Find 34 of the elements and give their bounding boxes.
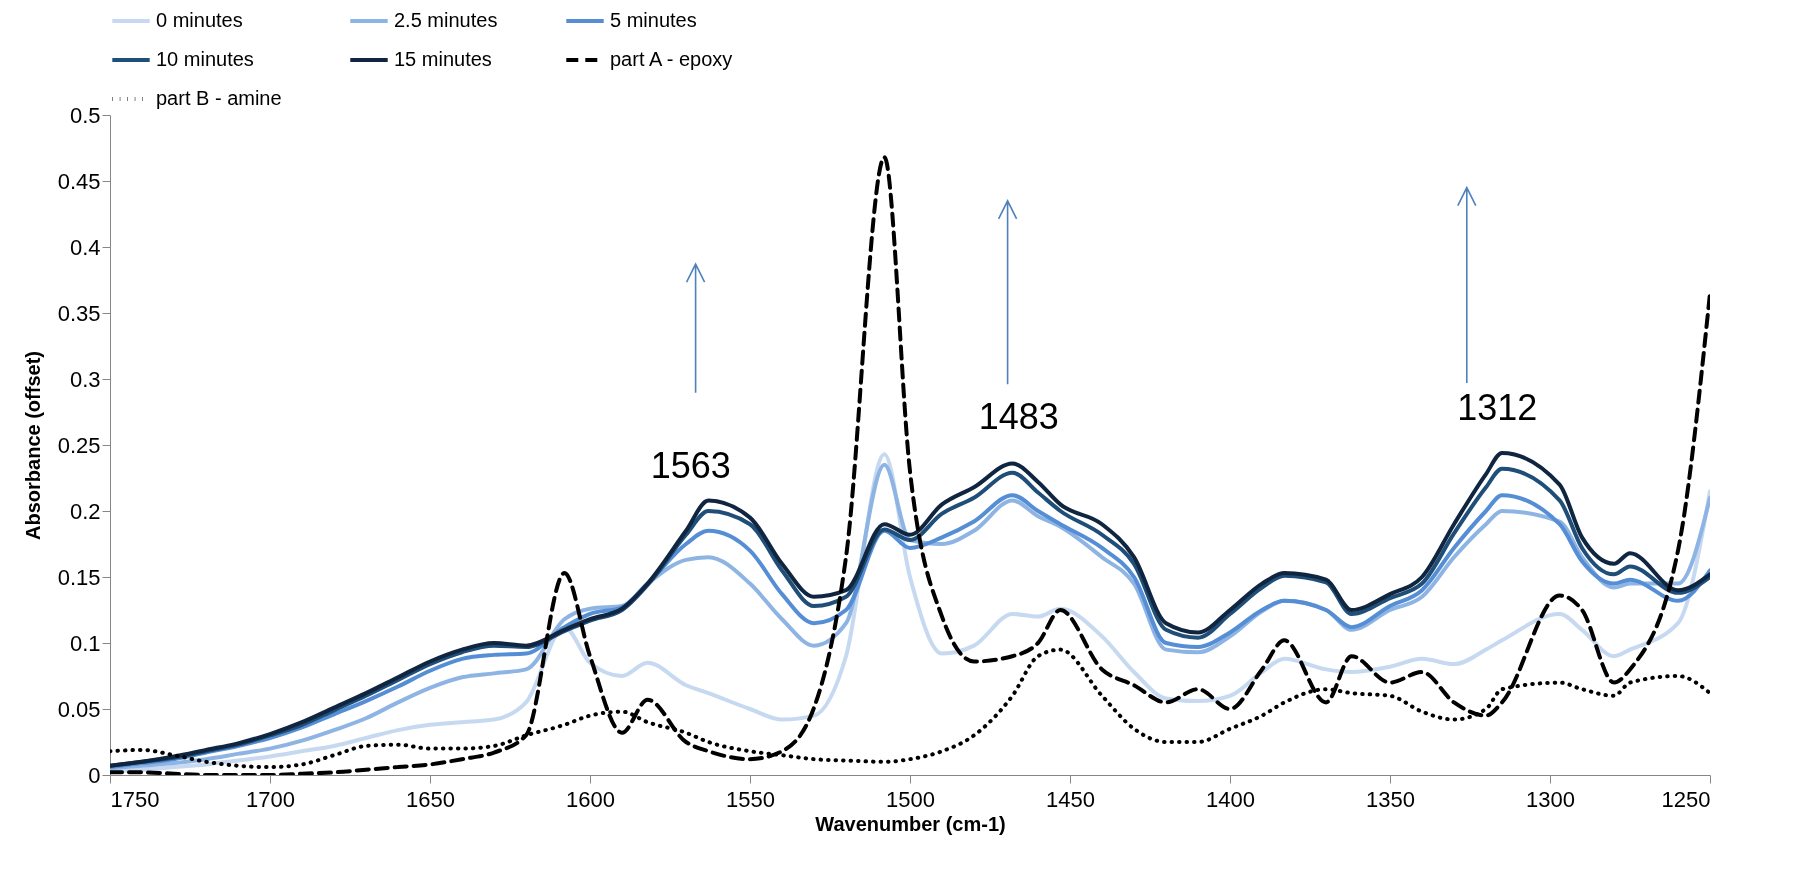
x-tick-label: 1450 (1046, 786, 1095, 812)
x-tick-label: 1550 (726, 786, 775, 812)
legend-label: 2.5 minutes (394, 9, 498, 31)
y-tick-label: 0.3 (69, 366, 101, 392)
x-tick-label: 1600 (566, 786, 615, 812)
legend-label: 5 minutes (610, 9, 697, 31)
y-tick-label: 0.2 (69, 498, 101, 524)
legend-label: 15 minutes (394, 48, 492, 70)
x-tick-label: 1750 (110, 786, 160, 812)
x-tick-label: 1500 (886, 786, 935, 812)
y-tick-label: 0.5 (69, 102, 101, 128)
y-tick-label: 0.35 (57, 300, 101, 326)
y-tick-label: 0.05 (57, 696, 101, 722)
x-tick-label: 1700 (246, 786, 295, 812)
y-tick-label: 0 (88, 762, 101, 788)
x-axis-title: Wavenumber (cm-1) (815, 812, 1006, 835)
annotation: 1563 (650, 445, 731, 487)
y-tick-label: 0.4 (69, 234, 101, 260)
y-tick-label: 0.15 (57, 564, 101, 590)
y-tick-label: 0.45 (57, 168, 101, 194)
annotation: 1483 (978, 396, 1059, 438)
x-tick-label: 1300 (1526, 786, 1575, 812)
annotation: 1312 (1457, 386, 1538, 428)
legend-label: part A - epoxy (610, 48, 733, 70)
legend-label: 0 minutes (156, 9, 243, 31)
x-tick-label: 1250 (1661, 786, 1711, 812)
y-tick-label: 0.1 (69, 630, 101, 656)
legend-label: 10 minutes (156, 48, 254, 70)
legend-label: part B - amine (156, 87, 282, 109)
y-axis-title: Absorbance (offset) (21, 351, 44, 540)
y-tick-label: 0.25 (57, 432, 101, 458)
x-tick-label: 1350 (1366, 786, 1415, 812)
x-tick-label: 1400 (1206, 786, 1255, 812)
x-tick-label: 1650 (406, 786, 455, 812)
